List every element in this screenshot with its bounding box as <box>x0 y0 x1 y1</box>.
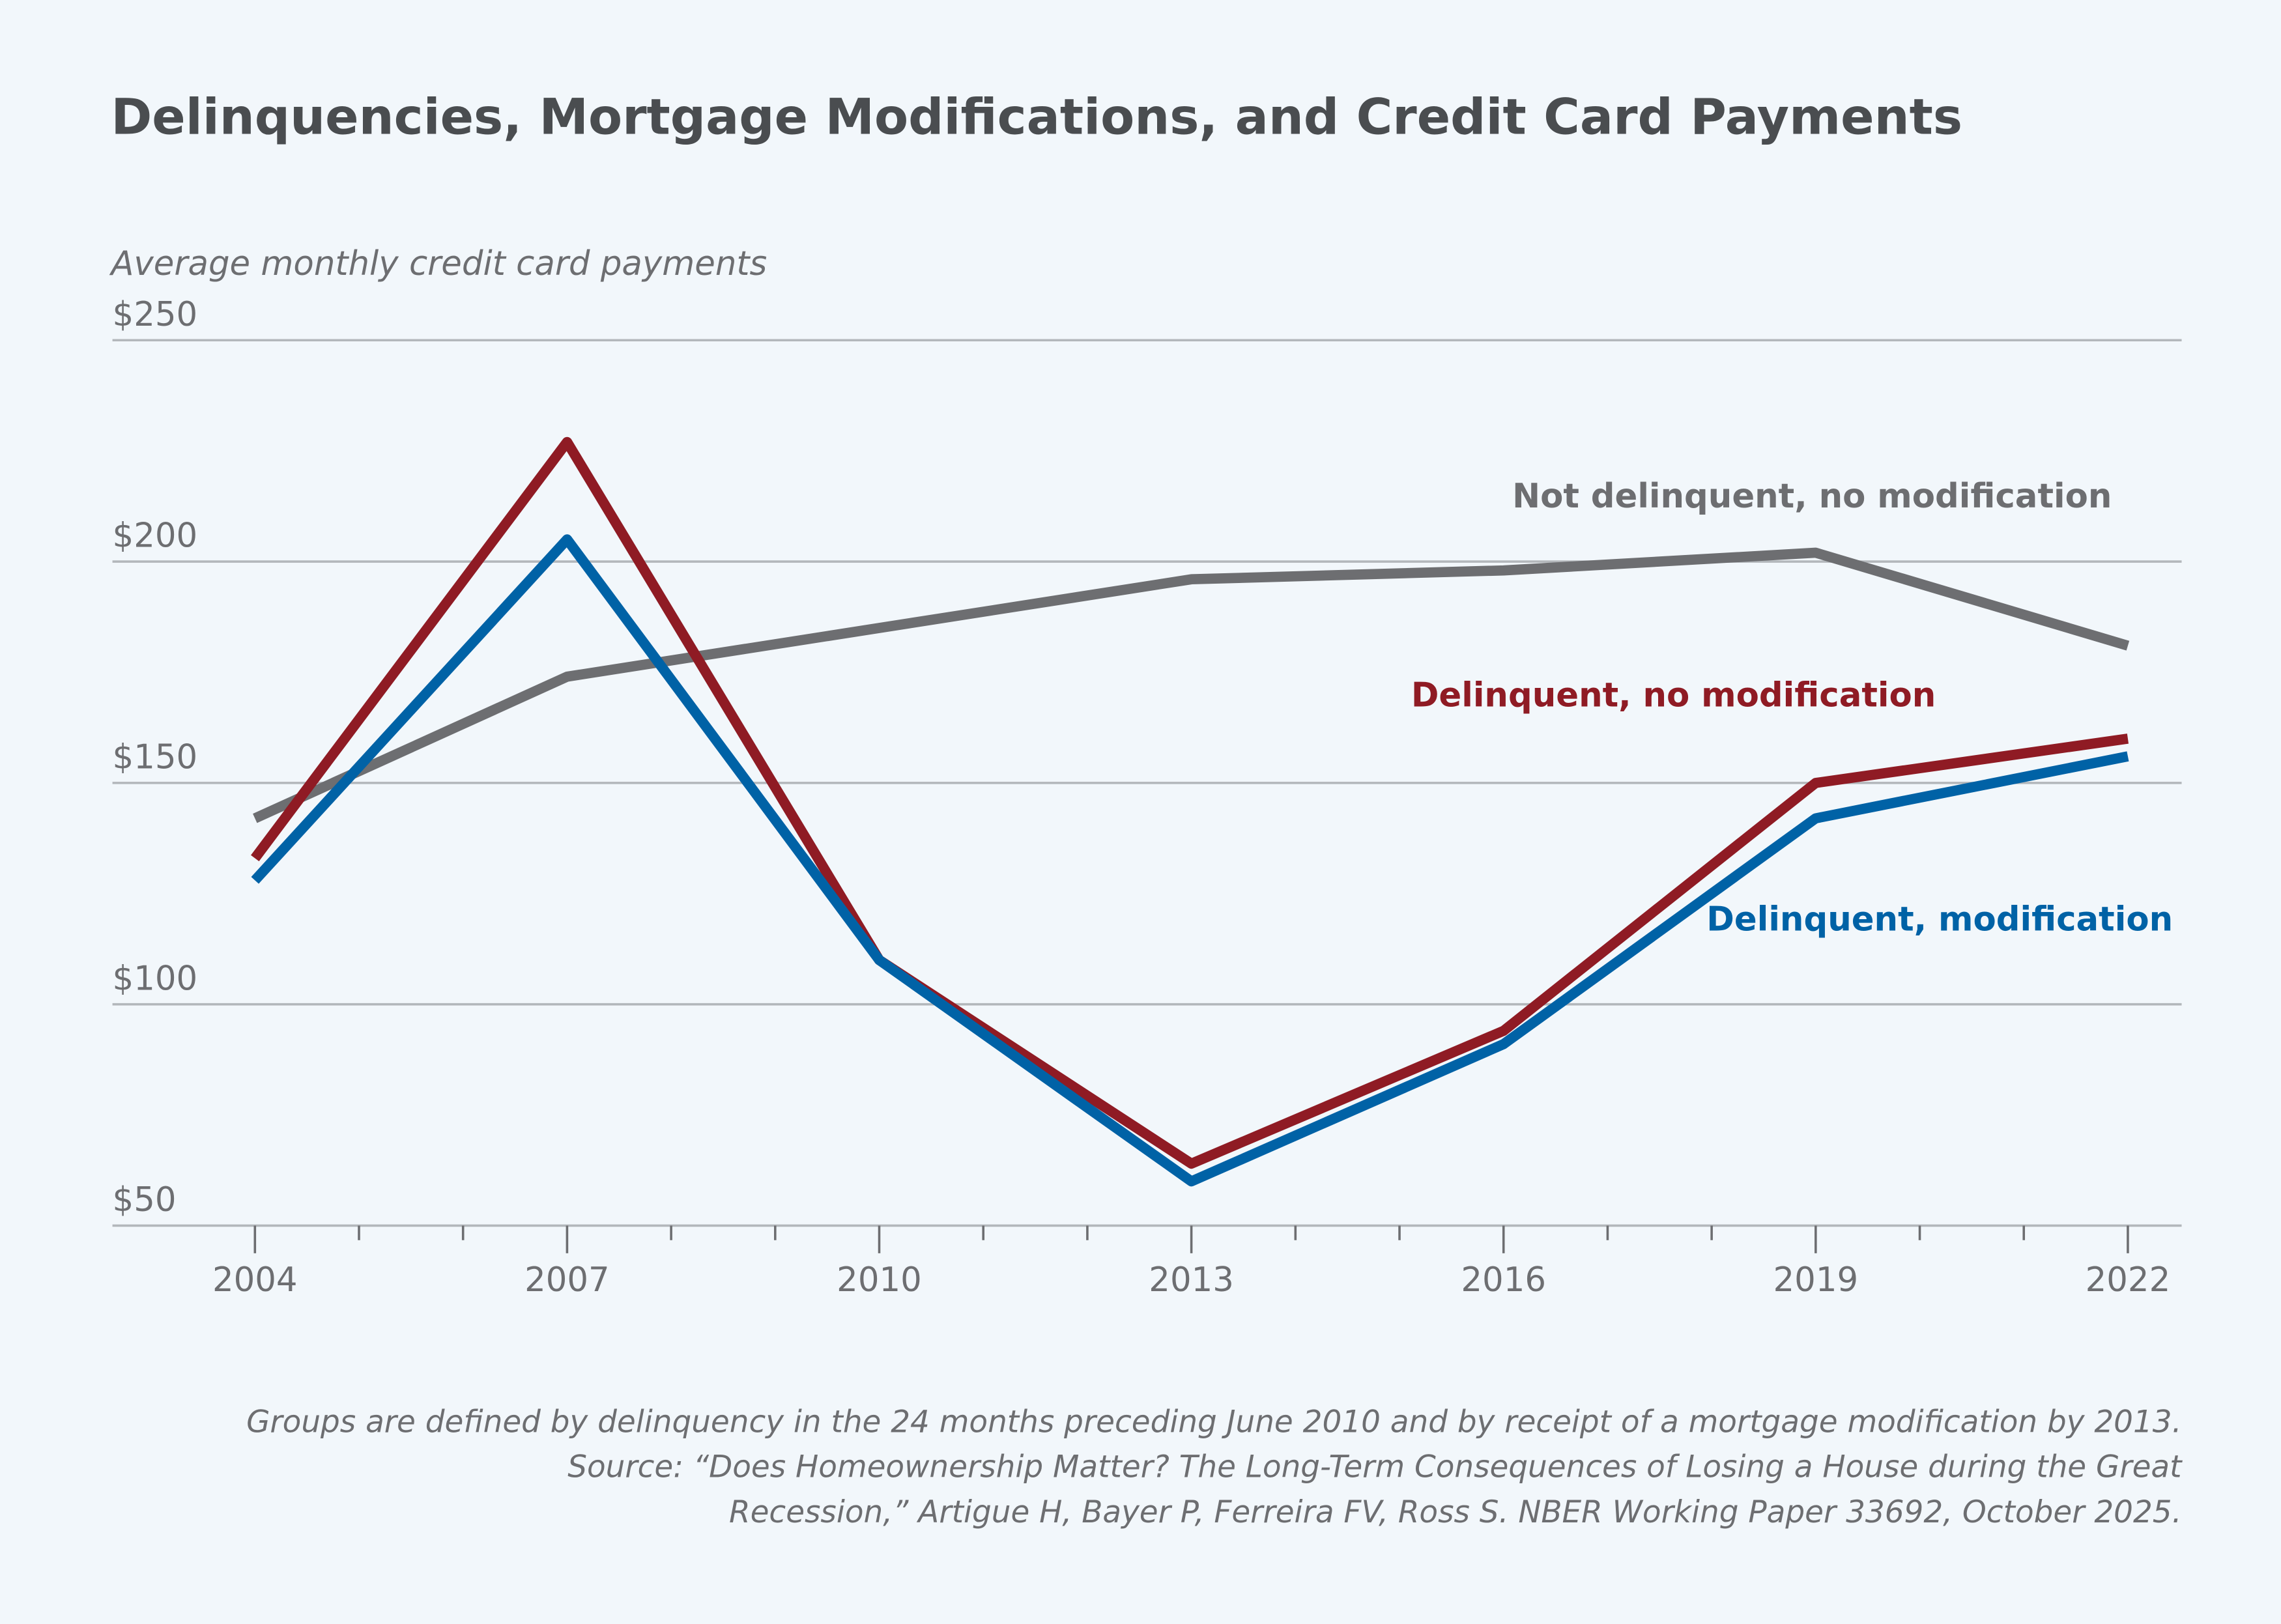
series-label-delinquent-modification: Delinquent, modification <box>1706 900 2173 939</box>
x-tick-label: 2007 <box>524 1261 610 1300</box>
note-source-1: Source: “Does Homeownership Matter? The … <box>567 1450 2183 1485</box>
x-tick-label: 2010 <box>837 1261 922 1300</box>
x-tick-label: 2022 <box>2086 1261 2171 1300</box>
y-tick-label: $50 <box>113 1180 177 1219</box>
x-tick-label: 2013 <box>1149 1261 1234 1300</box>
line-delinquent-modification <box>251 534 2129 1187</box>
y-tick-label: $150 <box>113 738 198 777</box>
note-groups: Groups are defined by delinquency in the… <box>246 1404 2181 1440</box>
y-axis-label: Average monthly credit card payments <box>109 244 767 283</box>
note-source-2: Recession,” Artigue H, Bayer P, Ferreira… <box>729 1495 2181 1530</box>
y-tick-label: $100 <box>113 959 198 998</box>
line-not-delinquent-no-modification <box>253 547 2130 823</box>
x-tick-label: 2016 <box>1461 1261 1546 1300</box>
x-tick-label: 2019 <box>1773 1261 1859 1300</box>
y-tick-label: $250 <box>113 295 198 334</box>
chart-title: Delinquencies, Mortgage Modifications, a… <box>111 88 1962 145</box>
x-tick-label: 2004 <box>212 1261 298 1300</box>
series-label-delinquent-no-modification: Delinquent, no modification <box>1411 676 1936 715</box>
line-delinquent-no-modification <box>251 436 2129 1169</box>
y-tick-label: $200 <box>113 517 198 556</box>
series-label-not-delinquent: Not delinquent, no modification <box>1512 477 2112 516</box>
